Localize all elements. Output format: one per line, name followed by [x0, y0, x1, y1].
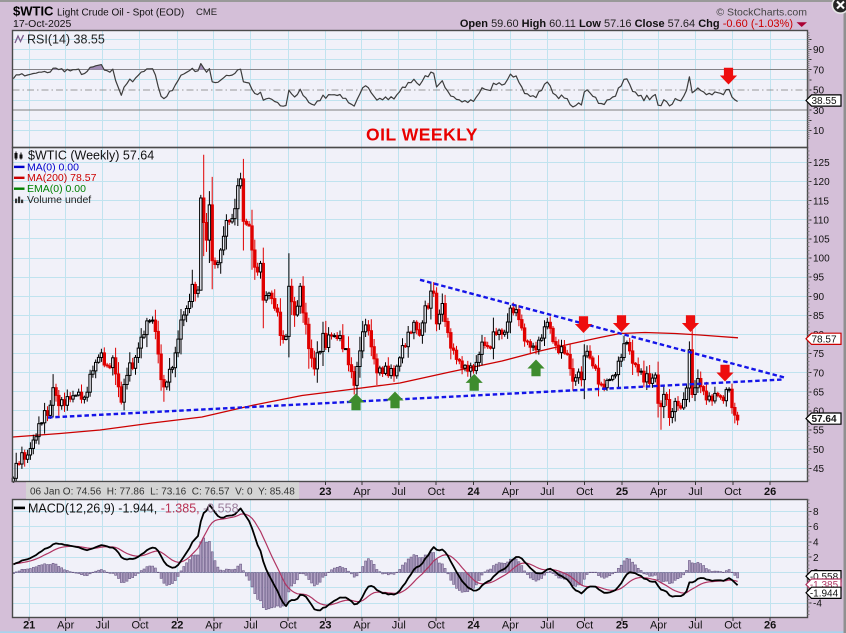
svg-text:70: 70	[813, 65, 825, 76]
svg-text:22: 22	[171, 620, 183, 632]
svg-text:Apr: Apr	[502, 620, 519, 632]
svg-text:Open 59.60 High 60.11 Low 57.1: Open 59.60 High 60.11 Low 57.16 Close 57…	[460, 18, 793, 30]
svg-text:70: 70	[813, 368, 825, 379]
svg-text:OIL WEEKLY: OIL WEEKLY	[366, 125, 478, 145]
svg-text:110: 110	[813, 215, 829, 226]
svg-text:2: 2	[813, 553, 819, 564]
svg-text:Jul: Jul	[244, 620, 258, 632]
svg-text:Apr: Apr	[650, 486, 667, 498]
svg-text:Jul: Jul	[688, 620, 702, 632]
svg-text:Apr: Apr	[353, 620, 370, 632]
svg-text:-1.944: -1.944	[810, 588, 839, 599]
svg-text:Jul: Jul	[688, 486, 702, 498]
svg-text:17-Oct-2025: 17-Oct-2025	[13, 18, 72, 30]
svg-text:10: 10	[813, 126, 825, 137]
svg-text:45: 45	[813, 464, 825, 475]
svg-text:MA(0) 0.00: MA(0) 0.00	[27, 161, 79, 173]
svg-text:Light Crude Oil - Spot (EOD): Light Crude Oil - Spot (EOD)	[57, 8, 184, 19]
svg-text:115: 115	[813, 196, 829, 207]
svg-text:120: 120	[813, 177, 830, 188]
svg-text:25: 25	[616, 620, 628, 632]
svg-text:CME: CME	[196, 7, 217, 18]
svg-text:EMA(0) 0.00: EMA(0) 0.00	[27, 183, 86, 195]
svg-text:Oct: Oct	[428, 486, 445, 498]
svg-text:4: 4	[813, 538, 819, 549]
svg-text:57.64: 57.64	[811, 414, 836, 425]
svg-text:Apr: Apr	[502, 486, 519, 498]
svg-text:Oct: Oct	[576, 620, 593, 632]
svg-text:26: 26	[764, 486, 776, 498]
svg-text:Apr: Apr	[353, 486, 370, 498]
svg-text:90: 90	[813, 45, 825, 56]
svg-text:60: 60	[813, 407, 825, 418]
svg-text:6: 6	[813, 522, 819, 533]
svg-text:Oct: Oct	[131, 620, 148, 632]
svg-text:-4: -4	[813, 599, 822, 610]
svg-text:MA(200) 78.57: MA(200) 78.57	[27, 172, 97, 184]
svg-text:Oct: Oct	[724, 620, 741, 632]
svg-text:95: 95	[813, 273, 825, 284]
svg-text:50: 50	[813, 445, 825, 456]
svg-text:Jul: Jul	[540, 620, 554, 632]
svg-text:Oct: Oct	[576, 486, 593, 498]
svg-text:30: 30	[813, 106, 825, 117]
svg-text:38.55: 38.55	[811, 96, 836, 107]
svg-text:$WTIC: $WTIC	[13, 4, 54, 19]
svg-text:Oct: Oct	[428, 620, 445, 632]
svg-text:125: 125	[813, 158, 830, 169]
svg-text:Jul: Jul	[392, 486, 406, 498]
svg-text:-1.385: -1.385	[810, 580, 839, 591]
svg-text:75: 75	[813, 349, 825, 360]
svg-text:55: 55	[813, 426, 825, 437]
svg-text:06 Jan O: 74.56 H: 77.86 L:: 06 Jan O: 74.56 H: 77.86 L: 73.16 C: 76.…	[30, 487, 295, 498]
svg-text:-0.558: -0.558	[810, 572, 839, 583]
svg-text:24: 24	[467, 486, 480, 498]
svg-text:Jul: Jul	[392, 620, 406, 632]
svg-text:85: 85	[813, 311, 825, 322]
svg-text:Apr: Apr	[650, 620, 667, 632]
svg-text:23: 23	[319, 620, 331, 632]
svg-text:24: 24	[467, 620, 480, 632]
svg-text:21: 21	[23, 620, 35, 632]
svg-text:8: 8	[813, 507, 819, 518]
svg-text:Oct: Oct	[280, 620, 297, 632]
svg-text:65: 65	[813, 388, 825, 399]
svg-text:90: 90	[813, 292, 825, 303]
svg-text:Oct: Oct	[724, 486, 741, 498]
svg-text:50: 50	[813, 86, 825, 97]
svg-text:MACD(12,26,9) -1.944, -1.385,: MACD(12,26,9) -1.944, -1.385, -0.558	[28, 501, 239, 515]
svg-text:Apr: Apr	[205, 620, 222, 632]
svg-text:Jul: Jul	[540, 486, 554, 498]
svg-text:26: 26	[764, 620, 776, 632]
svg-text:RSI(14) 38.55: RSI(14) 38.55	[27, 33, 105, 47]
svg-text:Jul: Jul	[96, 620, 110, 632]
svg-text:78.57: 78.57	[811, 334, 836, 345]
svg-text:23: 23	[319, 486, 331, 498]
svg-text:100: 100	[813, 254, 830, 265]
svg-text:25: 25	[616, 486, 628, 498]
svg-text:Volume undef: Volume undef	[27, 194, 91, 206]
svg-text:© StockCharts.com: © StockCharts.com	[716, 7, 807, 19]
svg-text:105: 105	[813, 235, 830, 246]
svg-text:$WTIC (Weekly) 57.64: $WTIC (Weekly) 57.64	[28, 149, 154, 163]
svg-text:Apr: Apr	[57, 620, 74, 632]
